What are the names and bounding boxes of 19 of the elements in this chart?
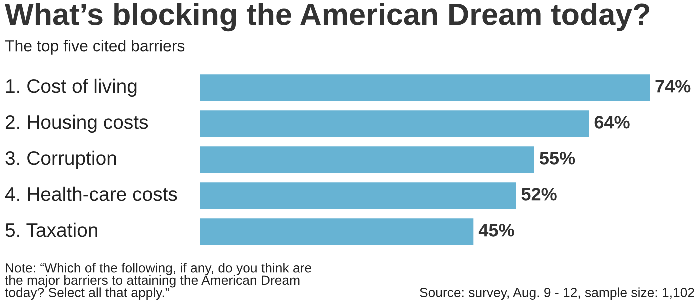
bar [200, 146, 534, 174]
text: Note: “Which of the following, if any, do you think are the major barriers to attaining the American Dream today? Select all that apply.” [5, 263, 312, 300]
y-tick-label: 4. Health-care costs [5, 186, 178, 202]
data-label: 52% [522, 188, 557, 201]
source-note: Source: survey, Aug. 9 - 12, sample size: 1,102 [420, 288, 694, 300]
chart-title: What’s blocking the American Dream today? [5, 3, 650, 32]
y-tick-label: 2. Housing costs [6, 114, 148, 134]
chart-subtitle: The top five cited barriers [5, 40, 185, 55]
y-tick-label: 5. Taxation [6, 222, 98, 238]
bar [200, 110, 590, 138]
y-tick-label: 1. Cost of living [6, 78, 137, 98]
bar [200, 218, 474, 246]
data-label: 45% [478, 224, 514, 237]
data-label: 74% [656, 80, 691, 93]
data-label: 64% [594, 116, 630, 129]
y-tick-label: 3. Corruption [6, 150, 116, 170]
data-label: 55% [540, 152, 576, 165]
bar [200, 182, 516, 210]
bar [200, 74, 650, 102]
